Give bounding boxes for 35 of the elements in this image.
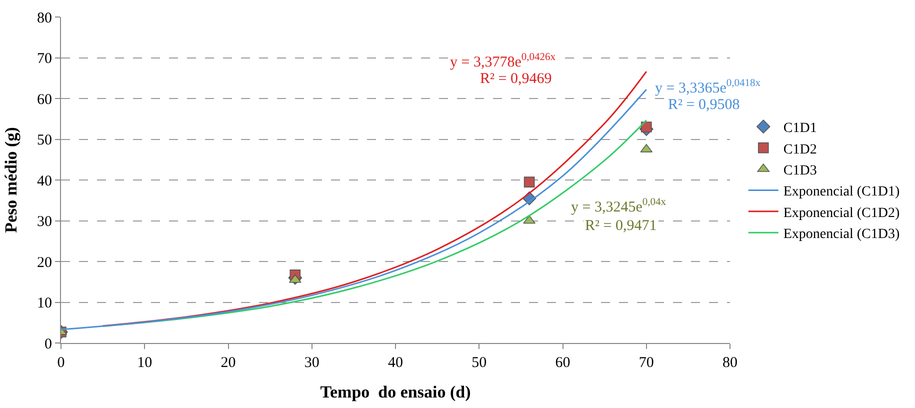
annotation: R² = 0,9508	[668, 97, 740, 113]
x-tick-label: 0	[57, 355, 65, 371]
x-tick-label: 10	[137, 355, 152, 371]
x-tick-label: 70	[638, 355, 654, 371]
y-tick-label: 50	[37, 132, 52, 148]
x-tick-label: 60	[555, 355, 570, 371]
annotation: y = 3,3365e$^{0,0418x}$	[655, 78, 762, 96]
point	[524, 176, 535, 188]
legend-label: Exponencial (C1D1)	[783, 184, 900, 200]
y-tick-label: 60	[37, 92, 52, 108]
legend-label: C1D3	[783, 163, 817, 178]
y-tick-label: 10	[37, 296, 52, 312]
y-tick-label: 0	[44, 336, 52, 352]
legend-label: Exponencial (C1D3)	[783, 227, 900, 242]
y-tick-label: 80	[37, 10, 52, 26]
x-tick-label: 50	[472, 355, 487, 371]
x-tick-label: 80	[722, 355, 738, 371]
legend-label: C1D2	[783, 142, 817, 158]
x-tick-label: 20	[220, 355, 236, 371]
x-tick-label: 40	[388, 355, 403, 371]
annotation: R² = 0,9469	[480, 71, 552, 87]
x-tick-label: 30	[304, 355, 320, 371]
legend-label: C1D1	[783, 121, 817, 136]
legend-label: Exponencial (C1D2)	[783, 206, 900, 221]
y-tick-label: 30	[37, 214, 52, 230]
y-tick-label: 40	[37, 173, 52, 190]
point	[523, 215, 536, 224]
y-tick-label: 20	[37, 254, 52, 271]
y-tick-label: 70	[37, 51, 52, 67]
x-axis-title: Tempo do ensaio (d)	[320, 382, 471, 402]
point	[640, 122, 652, 132]
annotation: y = 3,3778e$^{0,0426x}$	[450, 52, 556, 70]
annotation: y = 3,3245e$^{0,04x}$	[571, 197, 667, 216]
y-axis-title: Peso médio (g)	[2, 127, 21, 233]
annotation: R² = 0,9471	[585, 218, 657, 234]
